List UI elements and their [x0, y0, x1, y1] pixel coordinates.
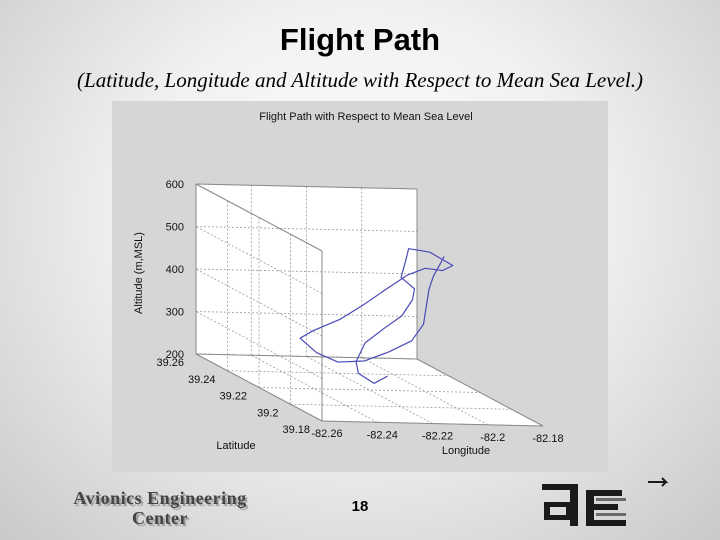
y-tick-label-1: 39.2	[257, 407, 278, 419]
edge-back-x	[195, 353, 418, 360]
z-tick-label-3: 500	[166, 222, 184, 234]
chart-figure: Flight Path with Respect to Mean Sea Lev…	[112, 101, 608, 472]
flight-path-line-0	[299, 248, 454, 384]
z-tick-label-2: 400	[166, 264, 184, 276]
edge-top-back	[195, 183, 418, 190]
floor-plane	[196, 354, 543, 426]
z-tick-label-1: 300	[166, 307, 184, 319]
x-tick-label-1: -82.24	[367, 429, 398, 441]
y-tick-label-4: 39.26	[156, 357, 184, 369]
back-grid-alt-1	[195, 311, 418, 317]
slide-title: Flight Path	[279, 22, 441, 57]
z-tick-label-4: 600	[166, 179, 184, 191]
y-tick-label-2: 39.22	[219, 391, 247, 403]
y-tick-label-0: 39.18	[282, 424, 310, 436]
ae-logo	[542, 477, 669, 526]
x-tick-label-4: -82.18	[532, 433, 563, 445]
page-number: 18	[351, 498, 369, 515]
back-grid-alt-2	[195, 268, 418, 275]
flight-path-chart: Flight Path with Respect to Mean Sea Lev…	[133, 111, 564, 457]
floor-grid-lat-1	[290, 403, 512, 410]
x-axis-label: Longitude	[442, 445, 490, 457]
edge-right-y	[416, 358, 544, 427]
avionics-center-logo: Avionics Engineering Center	[60, 488, 260, 528]
y-tick-label-3: 39.24	[188, 374, 216, 386]
x-tick-label-2: -82.22	[422, 431, 453, 443]
z-axis-label: Altitude (m,MSL)	[133, 232, 145, 314]
edge-front-x	[321, 420, 544, 427]
floor-grid-lat-2	[258, 387, 481, 393]
chart-title: Flight Path with Respect to Mean Sea Lev…	[259, 111, 472, 123]
z-tick-label-0: 200	[166, 349, 184, 361]
floor-grid-lat-3	[227, 370, 449, 377]
edge-left-y	[195, 353, 323, 422]
series-layer	[299, 248, 454, 384]
y-axis-label: Latitude	[216, 440, 255, 452]
slide-subtitle: (Latitude, Longitude and Altitude with R…	[77, 68, 643, 92]
x-tick-label-0: -82.26	[311, 428, 342, 440]
logo-line-1: Avionics Engineering	[73, 488, 247, 508]
edge-top-left	[195, 183, 323, 252]
logo-line-2: Center	[132, 508, 188, 528]
back-grid-alt-3	[195, 226, 418, 232]
x-tick-label-3: -82.2	[480, 432, 505, 444]
